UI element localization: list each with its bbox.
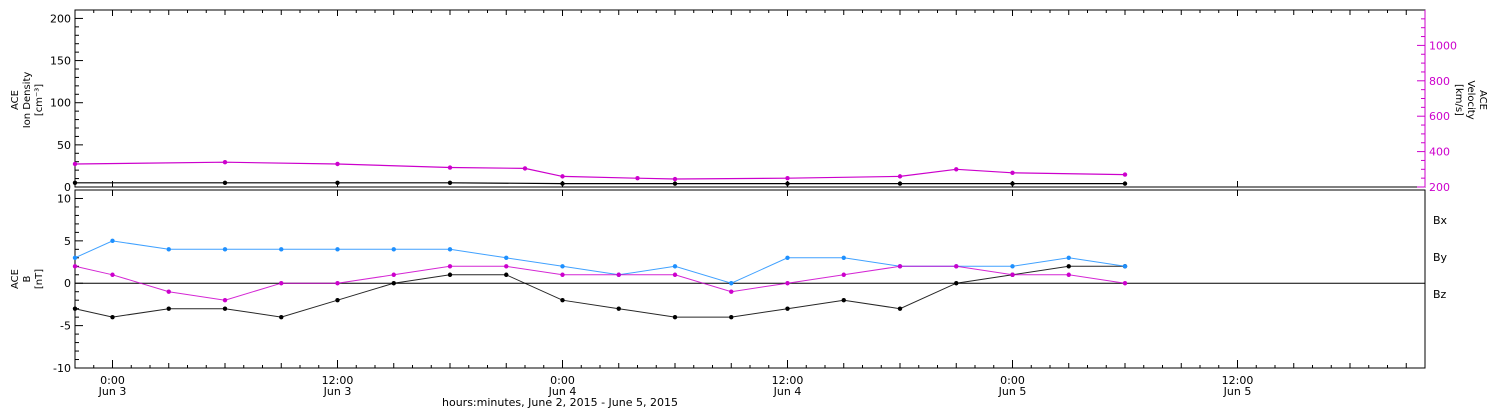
ytick-label-density: 150 [50,55,71,68]
ylabel-density-line1: ACE [10,90,21,110]
ytick-label-velocity: 1000 [1429,39,1457,52]
ytick-label-density: 200 [50,12,71,25]
xtick-label-date: Jun 4 [548,385,577,398]
xtick-label-date: Jun 3 [98,385,127,398]
top-panel-frame [74,9,1426,188]
xtick-label-time: 12:00 [1222,374,1254,387]
ytick-label-velocity: 800 [1429,75,1450,88]
ytick-label-velocity: 400 [1429,146,1450,159]
b-point-bz [72,264,78,269]
ylabel-density-line3: [cm⁻³] [34,84,45,116]
ytick-label-b: -10 [53,362,71,375]
data-points [72,160,1128,320]
ylabel-velocity-line1: ACE [1477,90,1488,110]
ytick-label-b: 10 [57,192,71,205]
velocity-point [1122,172,1128,177]
xtick-label-time: 0:00 [100,374,125,387]
b-point-by [72,255,78,261]
ylabel-velocity-line2: Velocity [1465,80,1476,119]
ytick-label-b: 0 [64,277,71,290]
ytick-label-density: 100 [50,97,71,110]
xtick-label-date: Jun 4 [773,385,802,398]
ylabel-b-line2: B [22,275,33,282]
density-series-line [75,182,1125,185]
xtick-label-time: 12:00 [322,374,354,387]
top-right-axis: 200 400 600 800 1000 [1417,10,1457,194]
xtick-label-time: 12:00 [772,374,804,387]
ytick-label-b: -5 [60,320,71,333]
xtick-label-date: Jun 5 [998,385,1027,398]
legend-bz: Bz [1433,288,1447,301]
velocity-series-line [74,161,1126,180]
ylabel-density-group: ACE Ion Density [cm⁻³] [10,72,45,129]
xtick-label-time: 0:00 [550,374,575,387]
ylabel-velocity-group: ACE Velocity [km/s] [1453,80,1488,119]
ytick-label-velocity: 600 [1429,110,1450,123]
bottom-panel-frame [74,189,1426,369]
ytick-label-velocity: 200 [1429,181,1450,194]
ytick-label-density: 0 [64,181,71,194]
xtick-label-time: 0:00 [1000,374,1025,387]
ytick-label-b: 5 [64,235,71,248]
b-series-line-by [74,240,1126,284]
ylabel-density-line2: Ion Density [22,72,33,129]
ylabel-velocity-line3: [km/s] [1453,84,1464,116]
top-left-axis: 0 50 100 150 200 [50,12,83,194]
b-series-line-bz [74,265,1126,301]
xaxis-label: hours:minutes, June 2, 2015 - June 5, 20… [442,396,678,409]
ylabel-b-group: ACE B [nT] [10,269,45,289]
ylabel-b-line1: ACE [10,269,21,289]
b-point-bz [1122,281,1128,286]
legend-bx: Bx [1433,214,1448,227]
bottom-left-axis: -10 -5 0 5 10 [53,192,83,375]
xtick-label-date: Jun 3 [323,385,352,398]
xtick-label-date: Jun 5 [1223,385,1252,398]
ylabel-b-line3: [nT] [34,269,45,289]
legend-by: By [1433,251,1448,264]
b-series-line-bx [74,265,1125,318]
b-point-bx [72,306,78,311]
ytick-label-density: 50 [57,139,71,152]
